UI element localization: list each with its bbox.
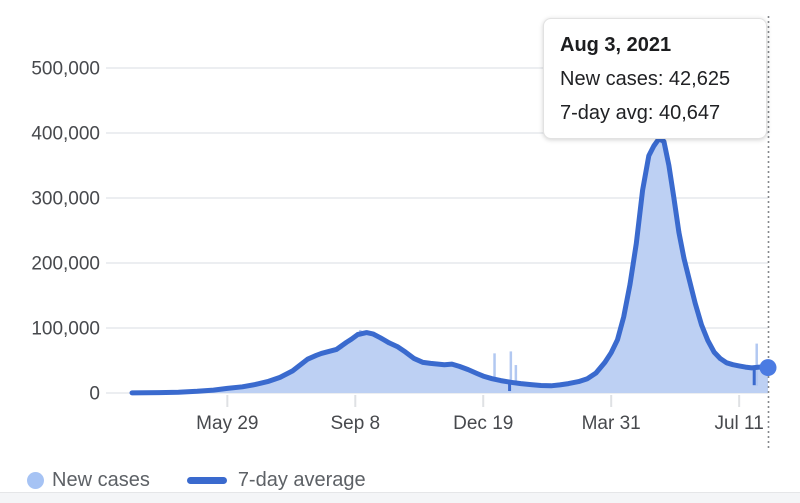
tooltip-card: Aug 3, 2021 New cases: 42,625 7-day avg:… [543, 18, 767, 139]
cases-chart-plot[interactable]: 0 100,000 200,000 300,000 400,000 500,000 May … [0, 0, 800, 460]
y-axis-label: 0 [89, 384, 100, 405]
tooltip-date: Aug 3, 2021 [560, 34, 672, 56]
y-axis-label: 300,000 [31, 189, 100, 210]
tooltip-7day-avg: 7-day avg: 40,647 [560, 102, 721, 124]
legend-new-cases-label: New cases [52, 469, 150, 491]
y-axis-label: 100,000 [31, 319, 100, 340]
y-axis-label: 400,000 [31, 124, 100, 145]
x-axis-label: Mar 31 [582, 413, 641, 434]
new-cases-area [132, 138, 768, 393]
seven-day-avg-line-icon [186, 476, 227, 484]
x-axis-label: Jul 11 [714, 413, 763, 434]
y-axis-label: 200,000 [31, 254, 100, 275]
x-axis-label: May 29 [196, 413, 258, 434]
y-axis-label: 500,000 [31, 59, 100, 80]
legend-7day-avg-label: 7-day average [237, 469, 366, 491]
highlight-marker-dot [759, 359, 777, 377]
chart-legend: New cases 7-day average [0, 466, 800, 494]
x-axis-label: Sep 8 [330, 413, 380, 434]
new-cases-dot-icon [27, 471, 44, 489]
tooltip-new-cases: New cases: 42,625 [560, 68, 731, 90]
x-axis-label: Dec 19 [453, 413, 513, 434]
bottom-divider-strip [0, 492, 800, 503]
